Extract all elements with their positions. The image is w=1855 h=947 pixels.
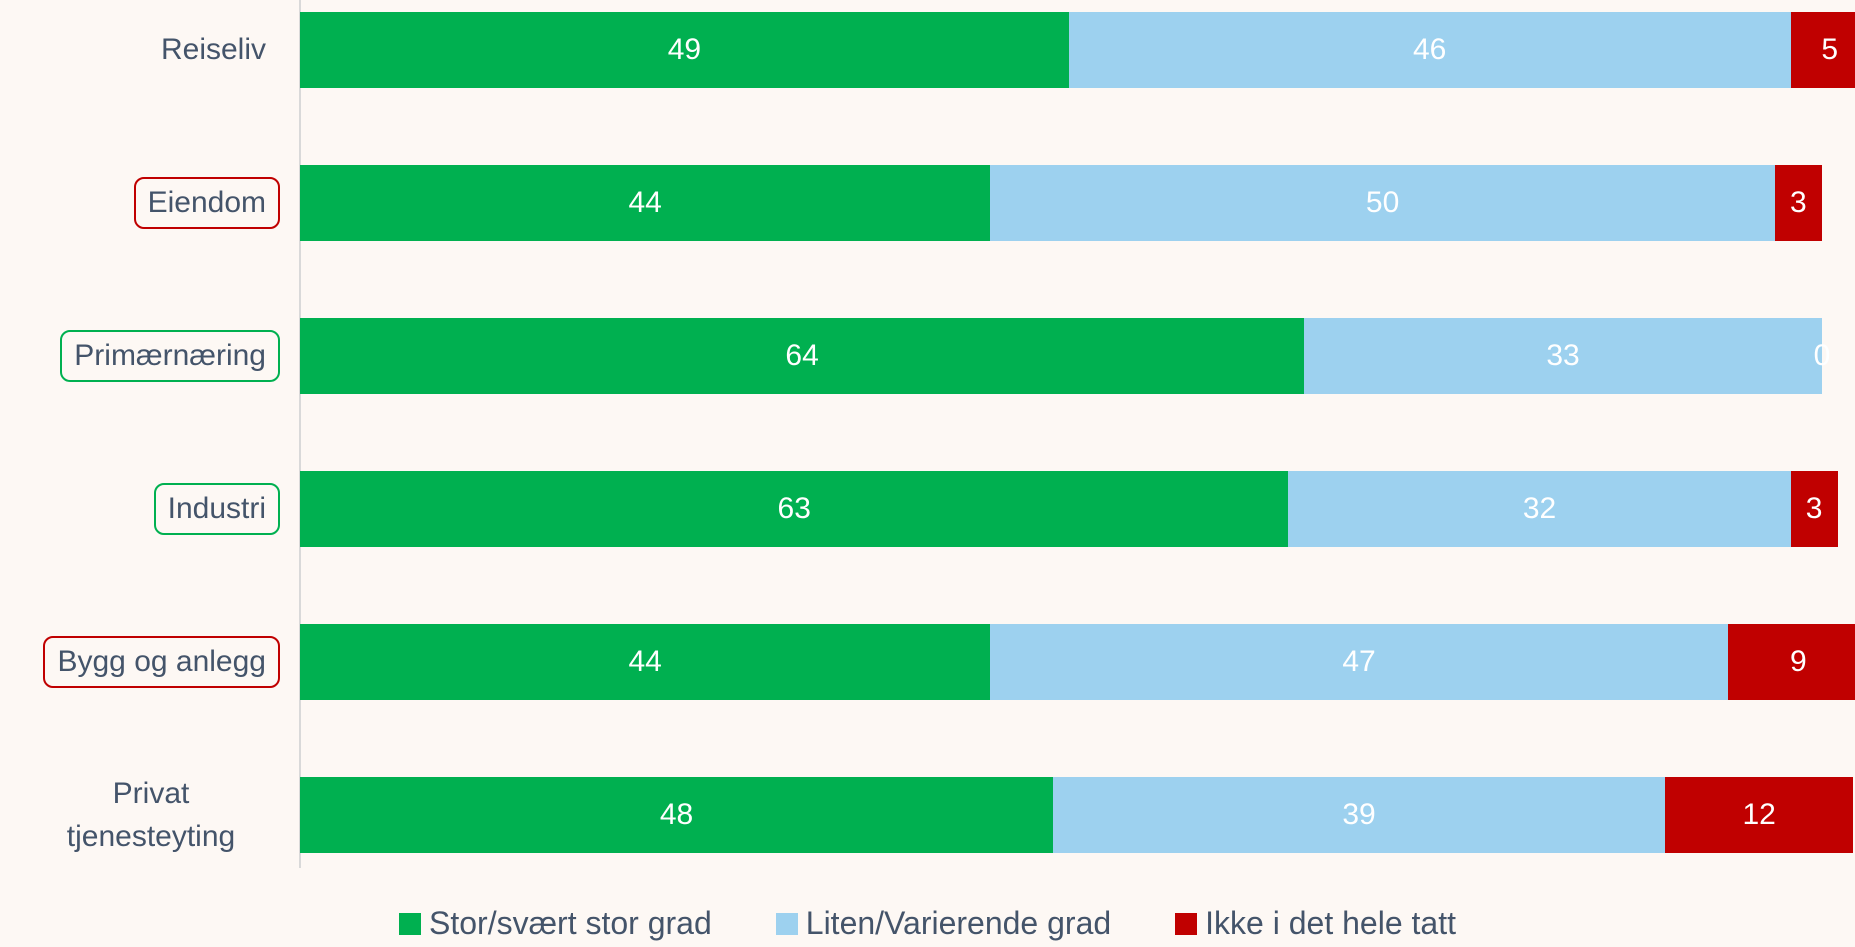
- category-label: Eiendom: [0, 145, 280, 261]
- category-label: Bygg og anlegg: [0, 604, 280, 720]
- bar-segment: 39: [1053, 777, 1666, 853]
- bar-segment: 33: [1304, 318, 1822, 394]
- value-label: 0: [1813, 339, 1831, 372]
- value-label: 3: [1805, 492, 1823, 525]
- bar-segment: 9: [1727, 624, 1855, 700]
- category-label: Industri: [0, 451, 280, 567]
- bar-segment: 3: [1774, 165, 1822, 241]
- legend-swatch: [1175, 912, 1198, 935]
- bar-segment: 50: [990, 165, 1775, 241]
- value-label: 46: [1412, 33, 1447, 66]
- value-label: 44: [628, 186, 662, 219]
- legend-label: Liten/Varierende grad: [805, 905, 1112, 941]
- value-label: 49: [667, 33, 702, 66]
- value-label: 64: [785, 339, 819, 372]
- value-label: 50: [1365, 186, 1400, 219]
- legend-swatch: [399, 912, 422, 935]
- value-label: 63: [777, 492, 811, 525]
- legend-item: Liten/Varierende grad: [775, 905, 1112, 942]
- category-text: Primærnæring: [60, 330, 280, 382]
- bar-segment: 64: [300, 318, 1305, 394]
- axis-line: [299, 0, 301, 868]
- bar-segment: 5: [1790, 12, 1855, 88]
- value-label: 9: [1790, 645, 1807, 678]
- category-text: Bygg og anlegg: [43, 636, 280, 688]
- legend-label: Stor/svært stor grad: [429, 905, 712, 941]
- category-label: Primærnæring: [0, 298, 280, 414]
- value-label: 32: [1522, 492, 1557, 525]
- bar-segment: 47: [990, 624, 1728, 700]
- value-label: 44: [628, 645, 662, 678]
- bar-segment: 44: [300, 624, 991, 700]
- value-label: 5: [1821, 33, 1839, 66]
- category-text: Privat tjenesteyting: [66, 776, 236, 854]
- legend-label: Ikke i det hele tatt: [1205, 905, 1456, 941]
- category-label: Privat tjenesteyting: [0, 757, 280, 873]
- bar-segment: 3: [1790, 471, 1838, 547]
- value-label: 3: [1790, 186, 1807, 219]
- bar-segment: 46: [1068, 12, 1791, 88]
- value-label: 39: [1342, 798, 1376, 831]
- legend-item: Stor/svært stor grad: [399, 905, 712, 942]
- category-text: Reiseliv: [160, 33, 266, 67]
- legend: Stor/svært stor grad Liten/Varierende gra…: [0, 905, 1855, 942]
- value-label: 48: [659, 798, 694, 831]
- category-text: Industri: [153, 483, 280, 535]
- value-label: 47: [1342, 645, 1376, 678]
- bar-segment: 44: [300, 165, 991, 241]
- value-label: 12: [1742, 798, 1776, 831]
- category-label: Reiseliv: [0, 0, 280, 108]
- value-label: 33: [1546, 339, 1580, 372]
- legend-swatch: [775, 912, 798, 935]
- legend-item: Ikke i det hele tatt: [1175, 905, 1456, 942]
- bar-segment: 48: [300, 777, 1054, 853]
- bar-segment: 12: [1665, 777, 1854, 853]
- bar-segment: 49: [300, 12, 1069, 88]
- bar-segment: 32: [1288, 471, 1791, 547]
- bar-segment: 63: [300, 471, 1289, 547]
- category-text: Eiendom: [133, 177, 280, 229]
